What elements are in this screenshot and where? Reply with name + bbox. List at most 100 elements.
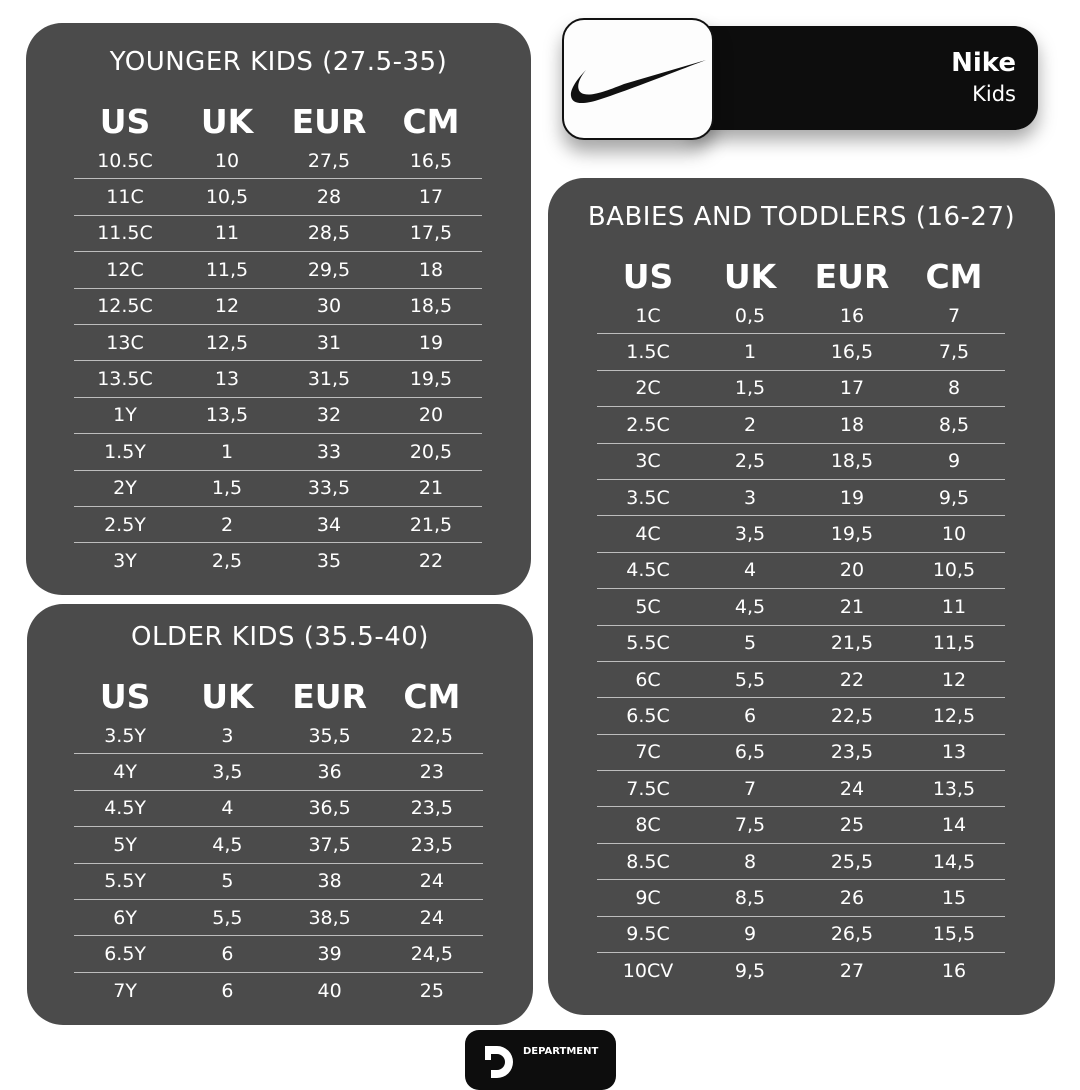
table-cell: 2.5Y [104, 513, 146, 536]
table-cell: 10,5 [205, 186, 249, 209]
table-cell: 23,5 [410, 797, 454, 820]
table-header: US UK EUR CM [597, 256, 1005, 296]
table-cell: 5.5C [626, 632, 670, 655]
table-cell: 11 [941, 595, 967, 618]
table-cell: 2.5C [626, 413, 670, 436]
table-cell: 28 [316, 186, 342, 209]
table-cell: 26 [839, 886, 865, 909]
table-cell: 0,5 [734, 304, 766, 327]
table-cell: 8 [743, 850, 757, 873]
table-cell: 12.5C [97, 295, 153, 318]
table-row: 4.5C 4 20 10,5 [597, 553, 1005, 590]
size-table: US UK EUR CM 3.5Y 3 35,5 22,5 4Y 3,5 36 23 4.5Y 4 36,5… [74, 676, 483, 1009]
table-row: 4C 3,5 19,5 10 [597, 516, 1005, 553]
table-row: 3C 2,5 18,5 9 [597, 444, 1005, 480]
table-cell: 10.5C [97, 149, 153, 172]
table-row: 4.5Y 4 36,5 23,5 [74, 791, 483, 828]
brand-subtitle: Kids [972, 82, 1016, 106]
table-cell: 16,5 [830, 341, 874, 364]
table-cell: 13 [214, 368, 240, 391]
table-cell: 26,5 [830, 923, 874, 946]
table-cell: 27 [839, 960, 865, 983]
table-cell: 19 [418, 331, 444, 354]
table-cell: 3 [221, 724, 234, 747]
table-cell: 5.5Y [104, 870, 147, 893]
table-row: 6.5Y 6 39 24,5 [74, 936, 483, 973]
table-cell: 8.5C [626, 850, 670, 873]
table-cell: 2 [220, 513, 234, 536]
younger-kids-panel: YOUNGER KIDS (27.5-35) US UK EUR CM 10.5C 10 2… [26, 23, 531, 595]
table-cell: 13,5 [932, 777, 976, 800]
table-cell: 33,5 [307, 477, 351, 500]
table-cell: 2,5 [734, 450, 766, 473]
table-cell: 21 [839, 595, 865, 618]
table-cell: 20,5 [409, 440, 453, 463]
table-cell: 18,5 [830, 450, 874, 473]
table-cell: 21,5 [830, 632, 874, 655]
table-row: 11C 10,5 28 17 [74, 179, 482, 216]
column-header: CM [403, 676, 461, 716]
table-cell: 7 [743, 777, 757, 800]
table-cell: 3C [635, 450, 661, 473]
table-cell: 22,5 [830, 704, 874, 727]
table-cell: 5Y [113, 833, 137, 856]
table-row: 3.5Y 3 35,5 22,5 [74, 718, 483, 755]
column-header: EUR [814, 256, 890, 296]
table-row: 3.5C 3 19 9,5 [597, 480, 1005, 517]
table-cell: 18 [418, 258, 444, 281]
table-cell: 6Y [113, 906, 137, 929]
table-row: 4Y 3,5 36 23 [74, 754, 483, 791]
table-cell: 16,5 [409, 149, 453, 172]
table-cell: 5 [221, 870, 234, 893]
panel-title: BABIES AND TODDLERS (16-27) [587, 202, 1016, 232]
nike-swoosh-icon [562, 18, 714, 140]
table-cell: 11C [106, 186, 144, 209]
table-cell: 2C [635, 377, 661, 400]
table-row: 9.5C 9 26,5 15,5 [597, 917, 1005, 954]
table-cell: 1.5Y [104, 440, 146, 463]
table-cell: 7 [947, 304, 961, 327]
table-cell: 6.5Y [104, 943, 147, 966]
table-cell: 38,5 [308, 906, 351, 929]
table-cell: 31 [316, 331, 342, 354]
table-row: 1Y 13,5 32 20 [74, 398, 482, 435]
table-cell: 7,5 [938, 341, 970, 364]
table-row: 8.5C 8 25,5 14,5 [597, 844, 1005, 881]
table-cell: 1,5 [211, 477, 243, 500]
table-cell: 10CV [622, 960, 674, 983]
table-cell: 36,5 [308, 797, 351, 820]
table-cell: 19,5 [409, 368, 453, 391]
table-cell: 37,5 [308, 833, 351, 856]
table-cell: 5 [743, 632, 757, 655]
column-header: CM [925, 256, 983, 296]
table-cell: 1 [220, 440, 234, 463]
table-cell: 4,5 [212, 833, 243, 856]
table-cell: 24 [419, 870, 444, 893]
table-row: 6C 5,5 22 12 [597, 662, 1005, 699]
table-cell: 13C [106, 331, 144, 354]
column-header: UK [200, 101, 254, 141]
table-cell: 35 [316, 550, 342, 573]
table-row: 10.5C 10 27,5 16,5 [74, 143, 482, 180]
column-header: UK [723, 256, 777, 296]
table-row: 12C 11,5 29,5 18 [74, 252, 482, 289]
table-cell: 9 [743, 923, 757, 946]
department-logo: DEPARTMENT [465, 1030, 616, 1090]
table-cell: 5,5 [734, 668, 766, 691]
table-cell: 25,5 [830, 850, 874, 873]
size-table: US UK EUR CM 1C 0,5 16 7 1.5C 1 16,5 7,5 2C 1,5 17 8 2.5… [597, 256, 1005, 989]
table-cell: 32 [316, 404, 342, 427]
table-cell: 1.5C [626, 341, 670, 364]
table-cell: 23,5 [410, 833, 454, 856]
table-cell: 2,5 [211, 550, 243, 573]
table-cell: 4.5C [626, 559, 670, 582]
table-cell: 20 [839, 559, 865, 582]
table-row: 7.5C 7 24 13,5 [597, 771, 1005, 808]
table-cell: 14,5 [932, 850, 976, 873]
table-row: 5.5Y 5 38 24 [74, 864, 483, 900]
older-kids-panel: OLDER KIDS (35.5-40) US UK EUR CM 3.5Y 3 35,5 2… [27, 604, 533, 1025]
table-row: 10CV 9,5 27 16 [597, 953, 1005, 989]
column-header: UK [201, 676, 254, 716]
table-cell: 9 [947, 450, 961, 473]
table-cell: 6.5C [626, 704, 670, 727]
